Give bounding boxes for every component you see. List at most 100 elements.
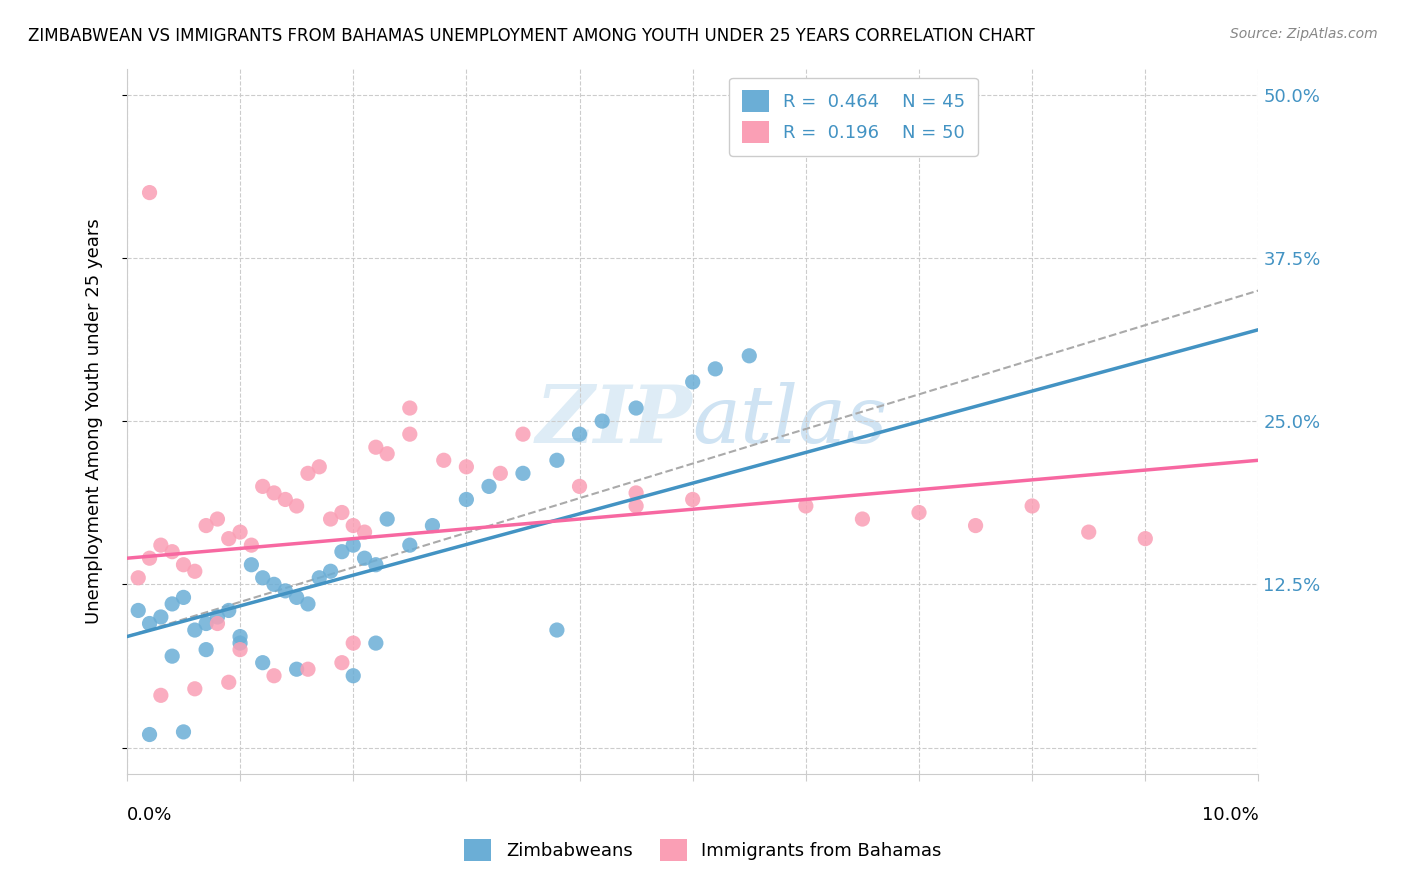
Point [1077,525,1099,540]
Point [1021,499,1043,513]
Point [330,506,353,520]
Point [422,518,444,533]
Point [965,518,987,533]
Point [274,583,297,598]
Point [138,616,160,631]
Point [297,662,319,676]
Point [173,558,195,572]
Point [263,577,285,591]
Point [184,564,207,578]
Point [375,447,398,461]
Point [149,610,172,624]
Point [624,486,647,500]
Point [489,467,512,481]
Point [252,571,274,585]
Point [285,591,308,605]
Point [512,467,534,481]
Point [149,689,172,703]
Point [274,492,297,507]
Text: atlas: atlas [693,383,889,460]
Point [568,479,591,493]
Point [364,558,387,572]
Point [184,623,207,637]
Point [285,662,308,676]
Point [342,669,364,683]
Point [127,603,149,617]
Point [624,401,647,415]
Point [173,725,195,739]
Point [398,538,420,552]
Point [218,603,240,617]
Point [195,642,218,657]
Point [229,630,252,644]
Point [207,512,229,526]
Point [184,681,207,696]
Point [207,610,229,624]
Point [240,558,263,572]
Point [160,544,183,558]
Point [456,492,478,507]
Legend: R =  0.464    N = 45, R =  0.196    N = 50: R = 0.464 N = 45, R = 0.196 N = 50 [728,78,977,156]
Point [398,427,420,442]
Point [229,642,252,657]
Text: ZIMBABWEAN VS IMMIGRANTS FROM BAHAMAS UNEMPLOYMENT AMONG YOUTH UNDER 25 YEARS CO: ZIMBABWEAN VS IMMIGRANTS FROM BAHAMAS UN… [28,27,1035,45]
Point [138,551,160,566]
Point [591,414,613,428]
Point [364,636,387,650]
Point [173,591,195,605]
Point [138,727,160,741]
Point [512,427,534,442]
Point [330,656,353,670]
Point [624,499,647,513]
Point [319,564,342,578]
Point [263,486,285,500]
Point [375,512,398,526]
Point [229,636,252,650]
Point [127,571,149,585]
Point [297,467,319,481]
Point [456,459,478,474]
Point [682,492,704,507]
Point [433,453,456,467]
Point [398,401,420,415]
Point [195,518,218,533]
Point [319,512,342,526]
Point [218,532,240,546]
Point [1135,532,1157,546]
Point [207,616,229,631]
Point [851,512,873,526]
Y-axis label: Unemployment Among Youth under 25 years: Unemployment Among Youth under 25 years [86,219,103,624]
Point [218,675,240,690]
Point [308,571,330,585]
Text: Source: ZipAtlas.com: Source: ZipAtlas.com [1230,27,1378,41]
Point [308,459,330,474]
Point [794,499,817,513]
Point [342,636,364,650]
Point [364,440,387,454]
Point [738,349,761,363]
Point [704,362,727,376]
Point [195,616,218,631]
Point [353,525,375,540]
Point [330,544,353,558]
Point [546,453,568,467]
Point [138,186,160,200]
Legend: Zimbabweans, Immigrants from Bahamas: Zimbabweans, Immigrants from Bahamas [451,827,955,874]
Point [568,427,591,442]
Point [342,518,364,533]
Point [240,538,263,552]
Point [252,656,274,670]
Point [252,479,274,493]
Point [546,623,568,637]
Point [342,538,364,552]
Point [160,597,183,611]
Point [149,538,172,552]
Point [478,479,501,493]
Point [908,506,931,520]
Point [160,649,183,664]
Text: 0.0%: 0.0% [127,806,173,824]
Point [263,669,285,683]
Point [682,375,704,389]
Text: ZIP: ZIP [536,383,693,460]
Point [229,525,252,540]
